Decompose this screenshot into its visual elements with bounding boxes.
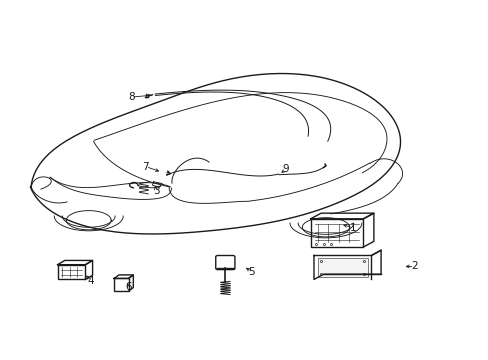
Text: 9: 9 [282,165,288,174]
Bar [317,258,367,277]
Text: 8: 8 [128,92,134,102]
Text: 4: 4 [88,275,94,285]
Bar [58,265,85,279]
FancyBboxPatch shape [215,256,234,270]
Bar [114,278,128,291]
Text: 3: 3 [153,186,159,195]
Text: 5: 5 [248,267,254,277]
Text: 7: 7 [142,162,149,172]
Text: 6: 6 [125,282,132,292]
Bar [310,219,363,247]
Text: 1: 1 [349,222,355,233]
Text: 2: 2 [410,261,417,271]
